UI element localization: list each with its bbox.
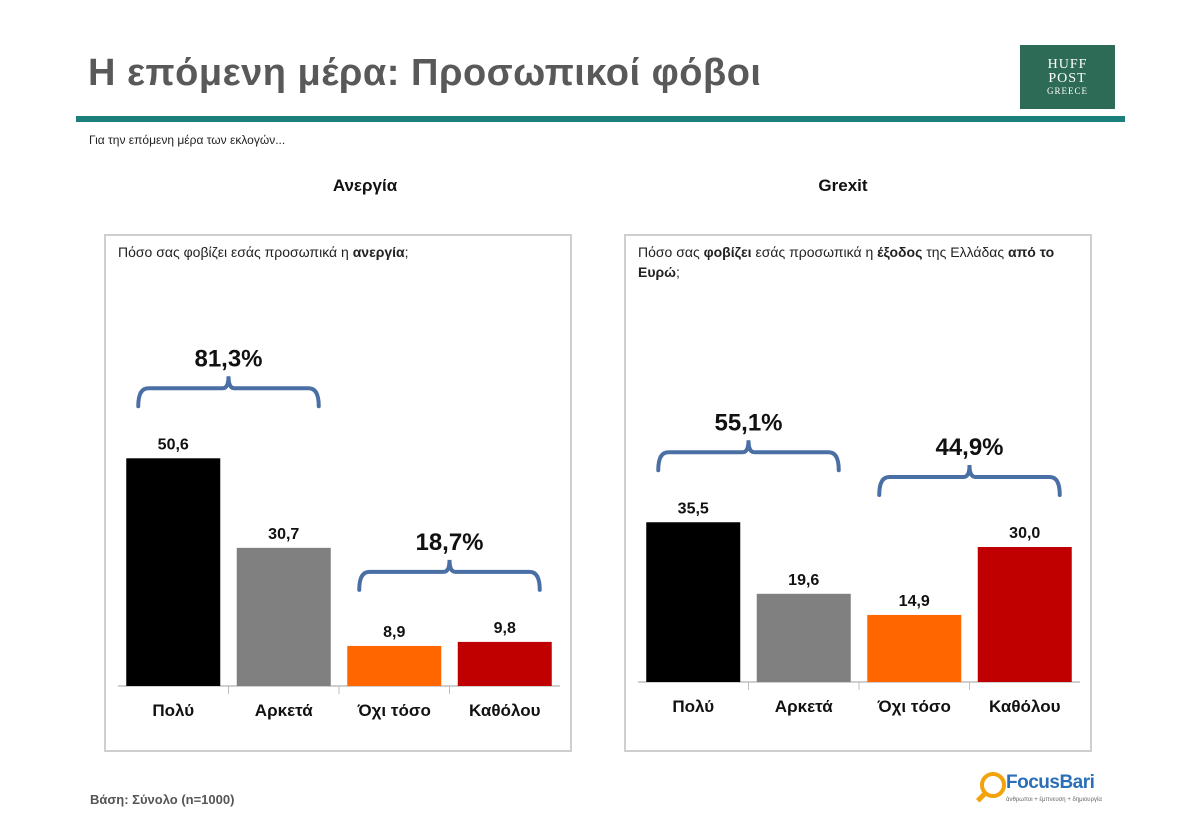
question-text: Πόσο σας φοβίζει εσάς προσωπικά η ανεργί…: [118, 242, 558, 262]
chart-panel-grexit: Πόσο σας φοβίζει εσάς προσωπικά η έξοδος…: [624, 234, 1092, 752]
group-bracket-2: [357, 559, 542, 592]
logo-line-3: GREECE: [1047, 86, 1088, 96]
bar-chart-grexit: 35,5 Πολύ 19,6 Αρκετά 14,9 Όχι τόσο 30,0 Καθόλο…: [638, 409, 1080, 716]
group-bracket-1: [656, 440, 841, 473]
data-label-4: 30,0: [1009, 525, 1040, 542]
question-segment: ανεργία: [352, 244, 405, 260]
category-label-2: Αρκετά: [775, 697, 833, 716]
logo-line-1: HUFF: [1047, 57, 1088, 72]
chart-title-grexit: Grexit: [818, 176, 868, 195]
magnifier-icon: [980, 772, 1006, 798]
bar-chart-unemployment: 50,6 Πολύ 30,7 Αρκετά 8,9 Όχι τόσο 9,8 Καθόλου 8…: [118, 345, 560, 720]
brand-tagline: άνθρωποι + έμπνευση + δημιουργία: [1006, 797, 1102, 803]
question-segment: ;: [404, 244, 409, 260]
category-label-4: Καθόλου: [469, 701, 541, 720]
bar-2: [236, 547, 331, 686]
question-segment: από το Ευρώ: [638, 244, 1055, 280]
data-label-4: 9,8: [494, 620, 516, 637]
group-bracket-2: [877, 464, 1062, 497]
group-total-label-1: 81,3%: [194, 345, 262, 372]
question-segment: φοβίζει: [703, 244, 752, 260]
group-total-label-2: 18,7%: [415, 529, 483, 556]
page-subtitle: Για την επόμενη μέρα των εκλογών...: [89, 133, 286, 147]
bar-4: [457, 641, 552, 686]
data-label-3: 14,9: [899, 593, 930, 610]
focusbari-logo: FocusBari άνθρωποι + έμπνευση + δημιουργ…: [975, 770, 1116, 810]
bar-1: [126, 458, 221, 686]
question-segment: της Ελλάδας: [922, 244, 1008, 260]
group-total-label-1: 55,1%: [714, 409, 782, 436]
brand-name: FocusBari: [1006, 772, 1095, 793]
category-label-3: Όχι τόσο: [877, 697, 951, 716]
bar-3: [347, 645, 442, 686]
question-segment: εσάς προσωπικά η: [751, 244, 878, 260]
group-total-label-2: 44,9%: [935, 434, 1003, 461]
data-label-2: 19,6: [788, 572, 819, 589]
data-label-3: 8,9: [383, 624, 405, 641]
question-segment: έξοδος: [877, 244, 923, 260]
group-bracket-1: [136, 376, 321, 409]
question-text: Πόσο σας φοβίζει εσάς προσωπικά η έξοδος…: [638, 242, 1078, 282]
data-label-2: 30,7: [268, 526, 299, 543]
bar-3: [867, 614, 962, 682]
category-label-4: Καθόλου: [989, 697, 1061, 716]
header-divider: [76, 116, 1125, 122]
category-label-2: Αρκετά: [255, 701, 313, 720]
data-label-1: 50,6: [158, 436, 189, 453]
data-label-1: 35,5: [678, 500, 709, 517]
question-segment: ;: [675, 264, 680, 280]
logo-line-2: POST: [1048, 71, 1087, 86]
question-segment: Πόσο σας: [638, 244, 704, 260]
category-label-3: Όχι τόσο: [357, 701, 431, 720]
category-label-1: Πολύ: [152, 701, 194, 720]
category-label-1: Πολύ: [672, 697, 714, 716]
chart-panel-unemployment: Πόσο σας φοβίζει εσάς προσωπικά η ανεργί…: [104, 234, 572, 752]
question-segment: Πόσο σας φοβίζει εσάς προσωπικά η: [118, 244, 353, 260]
bar-2: [756, 593, 851, 682]
page-title: Η επόμενη μέρα: Προσωπικοί φόβοι: [88, 52, 762, 94]
bar-4: [977, 547, 1072, 682]
bar-1: [646, 522, 741, 682]
chart-title-unemployment: Ανεργία: [332, 176, 398, 195]
sample-base-note: Βάση: Σύνολο (n=1000): [90, 792, 235, 807]
huffpost-greece-logo: HUFF POST GREECE: [1020, 45, 1115, 109]
